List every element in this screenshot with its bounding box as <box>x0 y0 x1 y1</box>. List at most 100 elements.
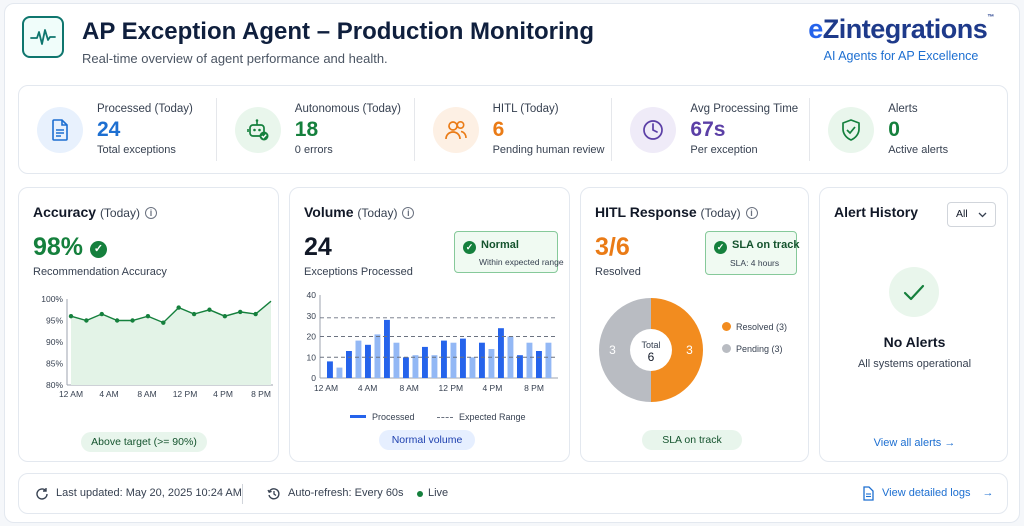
y-tick-label: 40 <box>307 290 317 300</box>
accuracy-value: 98% ✓ <box>33 233 112 262</box>
volume-title: Volume (Today) i <box>304 204 415 220</box>
donut-slice-label: 3 <box>686 343 693 357</box>
kpi-value: 67s <box>690 118 726 141</box>
check-circle-icon: ✓ <box>463 241 476 254</box>
accuracy-title: Accuracy (Today) i <box>33 204 157 220</box>
volume-bar <box>460 338 466 378</box>
kpi-value: 18 <box>294 118 319 141</box>
info-icon[interactable]: i <box>402 207 415 219</box>
y-tick-label: 85% <box>46 359 63 369</box>
info-icon[interactable]: i <box>745 207 758 219</box>
chevron-down-icon <box>978 212 987 218</box>
document-icon <box>37 106 83 153</box>
hitl-value: 3/6 <box>595 233 630 261</box>
info-icon[interactable]: i <box>144 207 157 219</box>
x-tick-label: 12 PM <box>439 383 464 393</box>
check-icon <box>889 267 939 317</box>
kpi-alerts: Alerts 0 Active alerts <box>810 98 1007 161</box>
kpi-value: 6 <box>492 118 505 141</box>
accuracy-point <box>176 305 181 310</box>
kpi-value: 0 <box>888 118 900 141</box>
volume-bar-chart: 40 30 20 10 012 AM 4 AM 8 AM 12 PM 4 PM 8 PM <box>307 290 558 393</box>
accuracy-line-chart: 100% 95% 90% 85% 80%12 AM 4 AM 8 AM 12 PM 4 PM 8 … <box>41 294 273 399</box>
alert-history-card: Alert History All No Alerts All systems … <box>819 187 1008 462</box>
page-subtitle: Real-time overview of agent performance … <box>82 51 388 66</box>
volume-bar <box>336 367 343 378</box>
kpi-processed: Processed (Today) 24 Total exceptions <box>19 98 217 161</box>
page-title: AP Exception Agent – Production Monitori… <box>82 18 595 45</box>
donut-center-label: Total <box>641 340 660 350</box>
accuracy-card: Accuracy (Today) i 98% ✓ Recommendation A… <box>18 187 279 462</box>
brand-tagline: AI Agents for AP Excellence <box>823 49 979 63</box>
alert-filter-select[interactable]: All <box>947 202 996 227</box>
volume-bar <box>393 342 400 378</box>
x-tick-label: 4 AM <box>99 389 118 399</box>
volume-sub: Exceptions Processed <box>304 266 413 278</box>
hitl-title: HITL Response (Today) i <box>595 204 758 220</box>
accuracy-point <box>253 311 258 317</box>
last-updated: Last updated: May 20, 2025 10:24 AM <box>56 487 242 499</box>
document-icon <box>863 486 874 501</box>
volume-bar <box>441 340 447 378</box>
kpi-row: Processed (Today) 24 Total exceptions Au… <box>18 85 1008 174</box>
hitl-card: HITL Response (Today) i 3/6 Resolved ✓ SLA… <box>580 187 809 462</box>
volume-bar <box>479 342 485 378</box>
no-alerts-sub: All systems operational <box>857 358 972 370</box>
footer-divider <box>242 484 243 504</box>
x-tick-label: 8 PM <box>251 389 271 399</box>
live-dot <box>417 491 423 497</box>
accuracy-point <box>130 318 135 323</box>
view-logs-link[interactable]: View detailed logs → <box>882 487 994 499</box>
x-tick-label: 4 PM <box>213 389 233 399</box>
volume-legend: Processed Expected Range <box>350 407 526 425</box>
kpi-autonomous: Autonomous (Today) 18 0 errors <box>217 98 415 161</box>
check-circle-icon: ✓ <box>90 241 107 258</box>
accuracy-point <box>222 314 228 319</box>
accuracy-point <box>145 314 151 319</box>
volume-bar <box>526 342 533 378</box>
x-tick-label: 4 PM <box>482 383 502 393</box>
volume-bar <box>545 342 552 378</box>
robot-icon <box>234 106 281 153</box>
check-circle-icon: ✓ <box>714 241 727 254</box>
y-tick-label: 80% <box>46 380 63 390</box>
x-tick-label: 12 AM <box>59 389 83 399</box>
accuracy-point <box>99 311 104 317</box>
volume-bar <box>422 346 428 378</box>
volume-bar <box>488 349 495 378</box>
accuracy-target-badge: Above target (>= 90%) <box>81 432 207 452</box>
volume-bar <box>365 344 371 378</box>
view-all-alerts-link[interactable]: View all alerts → <box>873 437 956 449</box>
volume-bar <box>536 351 542 378</box>
accuracy-point <box>114 318 120 323</box>
users-icon <box>432 106 479 153</box>
volume-bar <box>384 319 390 378</box>
sla-status-box: ✓ SLA on track SLA: 4 hours <box>705 231 799 275</box>
x-tick-label: 8 PM <box>524 383 544 393</box>
arrow-right-icon: → <box>982 487 994 499</box>
volume-bar <box>412 355 419 378</box>
volume-bar <box>374 334 381 378</box>
x-tick-label: 8 AM <box>137 389 156 399</box>
accuracy-sub: Recommendation Accuracy <box>33 266 167 278</box>
history-clock-icon <box>267 488 280 500</box>
clock-icon <box>630 106 677 153</box>
x-tick-label: 12 AM <box>314 383 338 393</box>
volume-bar <box>498 328 504 378</box>
auto-refresh: Auto-refresh: Every 60s <box>288 487 404 499</box>
accuracy-point <box>84 318 89 323</box>
donut-slice-pending <box>599 298 651 402</box>
no-alerts-title: No Alerts <box>883 334 946 350</box>
pulse-icon <box>22 16 64 58</box>
shield-check-icon <box>828 106 875 153</box>
volume-normal-badge: Normal volume <box>379 430 475 450</box>
volume-card: Volume (Today) i 24 Exceptions Processed … <box>289 187 570 462</box>
refresh-icon[interactable] <box>35 487 49 501</box>
y-tick-label: 95% <box>46 316 63 326</box>
x-tick-label: 4 AM <box>358 383 377 393</box>
volume-status-box: ✓ Normal Within expected range <box>454 231 564 273</box>
kpi-avg-time: Avg Processing Time 67s Per exception <box>612 98 811 161</box>
volume-bar <box>469 357 476 379</box>
live-status: Live <box>428 487 449 499</box>
